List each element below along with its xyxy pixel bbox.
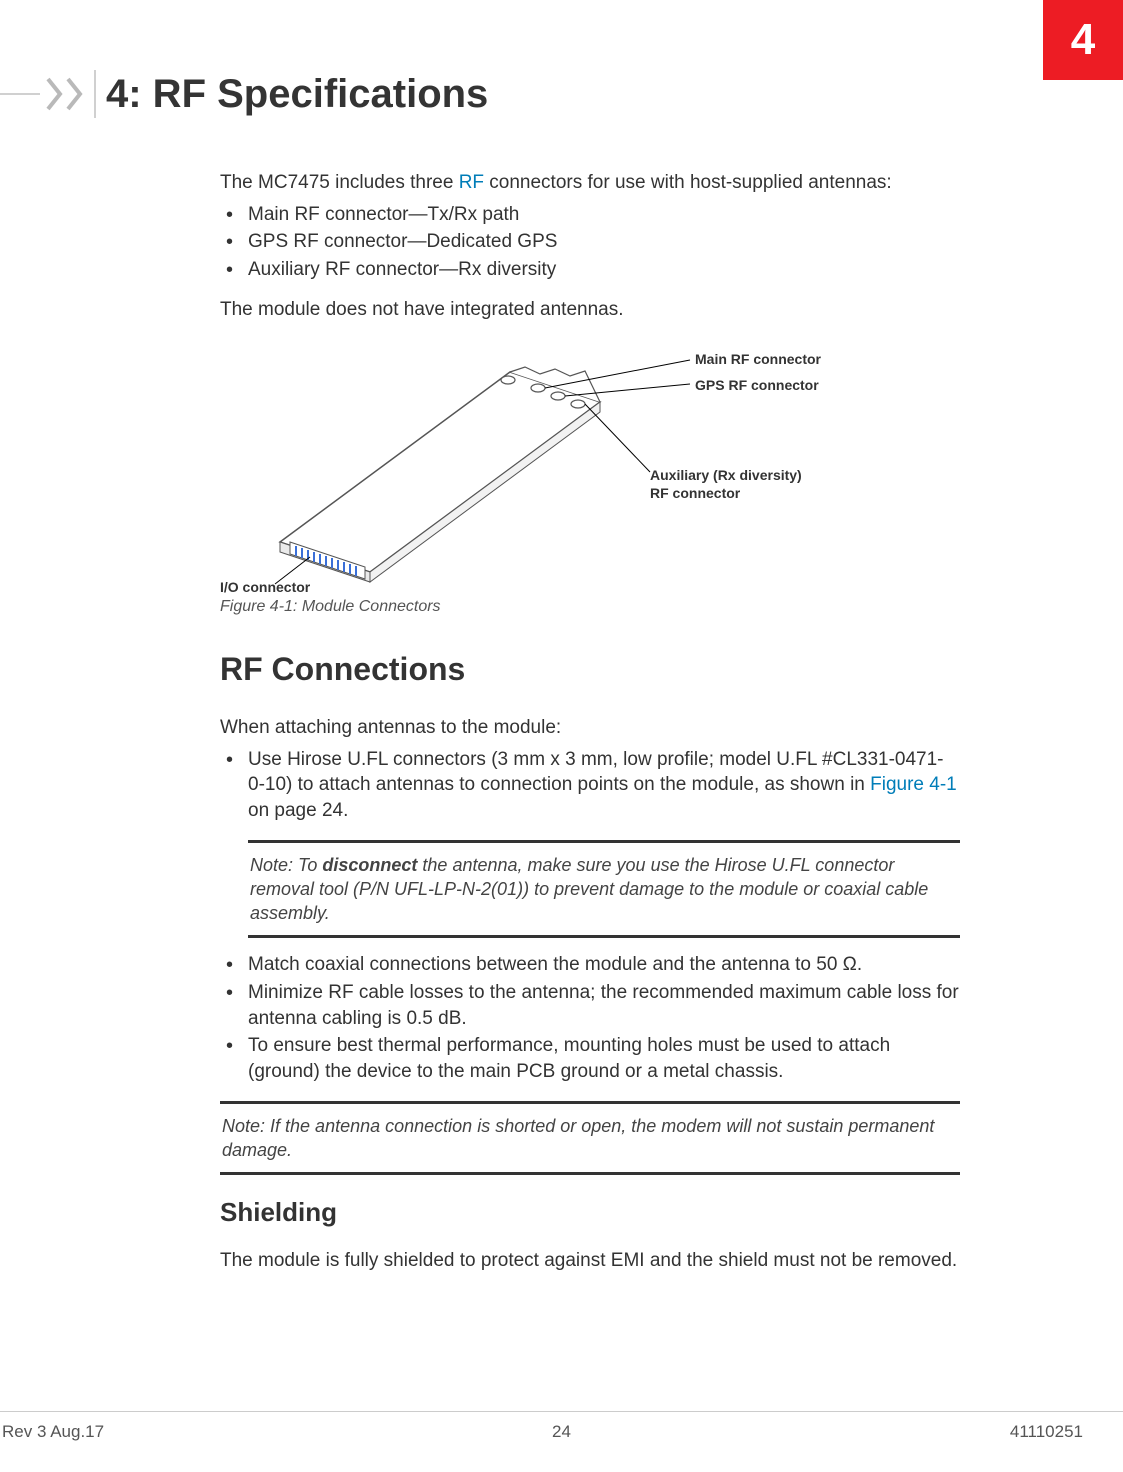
list-item-text: GPS RF connector—Dedicated GPS [248,231,557,252]
list-item-text-a: Use Hirose U.FL connectors (3 mm x 3 mm,… [248,749,944,796]
list-item: To ensure best thermal performance, moun… [220,1033,960,1084]
chevron-group [46,77,84,111]
page-footer: Rev 3 Aug.17 24 41110251 [0,1411,1123,1442]
heading-shielding: Shielding [220,1195,960,1230]
figure-ref-link[interactable]: Figure 4-1 [870,774,957,795]
note-label: Note: [250,855,298,875]
list-item-text: Minimize RF cable losses to the antenna;… [248,982,959,1029]
list-item-text: Match coaxial connections between the mo… [248,954,862,975]
footer-page-number: 24 [552,1422,571,1442]
chapter-title: 4: RF Specifications [106,72,488,117]
footer-docnum: 41110251 [1010,1422,1083,1442]
callout-aux-rf-line1: Auxiliary (Rx diversity) [650,466,802,485]
page: 4 4: RF Specifications The MC7475 includ… [0,0,1123,1472]
note-no-damage: Note: If the antenna connection is short… [220,1101,960,1176]
chapter-tab-number: 4 [1071,15,1095,65]
rf-connections-bullet-list-1: Use Hirose U.FL connectors (3 mm x 3 mm,… [220,747,960,824]
intro-text-before: The MC7475 includes three [220,172,459,193]
intro-after: The module does not have integrated ante… [220,297,960,323]
callout-aux-rf-line2: RF connector [650,484,740,503]
list-item: Minimize RF cable losses to the antenna;… [220,980,960,1031]
intro-bullet-list: Main RF connector—Tx/Rx path GPS RF conn… [220,202,960,283]
callout-main-rf: Main RF connector [695,350,821,369]
figure-module-connectors: Main RF connector GPS RF connector Auxil… [220,332,920,592]
chapter-tab: 4 [1043,0,1123,80]
chevron-icon [46,77,64,111]
list-item: Use Hirose U.FL connectors (3 mm x 3 mm,… [220,747,960,824]
note-body: If the antenna connection is shorted or … [222,1116,934,1160]
heading-rf-connections: RF Connections [220,648,960,691]
intro-text-after: connectors for use with host-supplied an… [484,172,892,193]
note-strong: disconnect [322,855,417,875]
list-item-text-b: on page 24. [248,800,348,821]
note-disconnect: Note: To disconnect the antenna, make su… [248,840,960,939]
list-item-text: To ensure best thermal performance, moun… [248,1035,890,1082]
content-column: The MC7475 includes three RF connectors … [220,170,960,1280]
list-item: Main RF connector—Tx/Rx path [220,202,960,228]
title-separator [94,70,96,118]
figure-caption: Figure 4-1: Module Connectors [220,596,960,618]
list-item: GPS RF connector—Dedicated GPS [220,229,960,255]
module-diagram [220,332,920,592]
callout-io-connector: I/O connector [220,578,310,597]
chapter-title-row: 4: RF Specifications [0,70,1023,118]
title-rule [0,93,40,95]
list-item-text: Auxiliary RF connector—Rx diversity [248,259,556,280]
chevron-icon [66,77,84,111]
callout-gps-rf: GPS RF connector [695,376,819,395]
list-item-text: Main RF connector—Tx/Rx path [248,204,519,225]
rf-connections-bullet-list-2: Match coaxial connections between the mo… [220,952,960,1084]
intro-paragraph: The MC7475 includes three RF connectors … [220,170,960,196]
list-item: Auxiliary RF connector—Rx diversity [220,257,960,283]
footer-rev: Rev 3 Aug.17 [0,1422,104,1442]
rf-connections-lead: When attaching antennas to the module: [220,715,960,741]
note-label: Note: [222,1116,270,1136]
rf-link[interactable]: RF [459,172,484,193]
shielding-body: The module is fully shielded to protect … [220,1248,960,1274]
note-text-a: To [298,855,322,875]
list-item: Match coaxial connections between the mo… [220,952,960,978]
